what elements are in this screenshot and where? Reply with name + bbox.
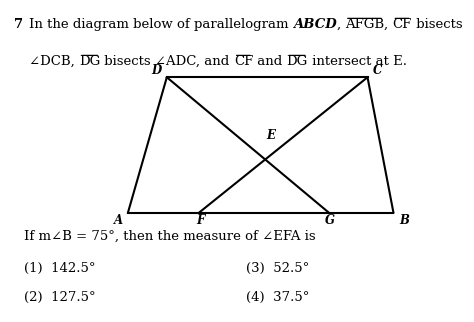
Text: bisects ∠ADC, and: bisects ∠ADC, and bbox=[100, 55, 234, 68]
Text: ABCD: ABCD bbox=[293, 18, 337, 31]
Text: ,: , bbox=[337, 18, 345, 31]
Text: D: D bbox=[151, 64, 162, 77]
Text: (1)  142.5°: (1) 142.5° bbox=[24, 262, 95, 275]
Text: intersect at E.: intersect at E. bbox=[308, 55, 407, 68]
Text: CF: CF bbox=[234, 55, 253, 68]
Text: If m∠B = 75°, then the measure of ∠EFA is: If m∠B = 75°, then the measure of ∠EFA i… bbox=[24, 230, 315, 243]
Text: G: G bbox=[325, 214, 335, 227]
Text: (2)  127.5°: (2) 127.5° bbox=[24, 291, 95, 304]
Text: AFGB: AFGB bbox=[345, 18, 384, 31]
Text: DG: DG bbox=[286, 55, 308, 68]
Text: and: and bbox=[253, 55, 286, 68]
Text: (4)  37.5°: (4) 37.5° bbox=[246, 291, 310, 304]
Text: ∠DCB,: ∠DCB, bbox=[29, 55, 79, 68]
Text: bisects: bisects bbox=[411, 18, 462, 31]
Text: B: B bbox=[399, 214, 409, 227]
Text: 7: 7 bbox=[14, 18, 23, 31]
Text: C: C bbox=[373, 64, 383, 77]
Text: DG: DG bbox=[79, 55, 100, 68]
Text: F: F bbox=[196, 214, 204, 227]
Text: A: A bbox=[114, 214, 123, 227]
Text: ,: , bbox=[384, 18, 392, 31]
Text: In the diagram below of parallelogram: In the diagram below of parallelogram bbox=[29, 18, 293, 31]
Text: E: E bbox=[267, 129, 275, 142]
Text: CF: CF bbox=[392, 18, 411, 31]
Text: (3)  52.5°: (3) 52.5° bbox=[246, 262, 310, 275]
